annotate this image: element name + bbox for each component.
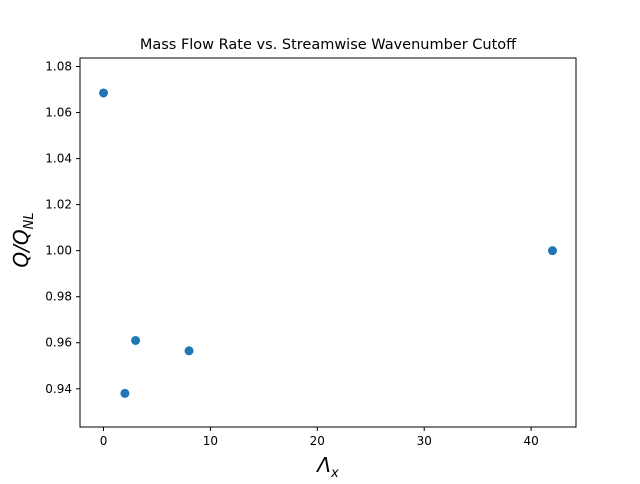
y-tick-label: 1.06 [45,106,72,120]
y-tick-label: 1.00 [45,244,72,258]
x-axis-label-main: Λ [315,453,331,477]
x-tick-label: 0 [100,434,108,448]
y-tick-label: 0.98 [45,290,72,304]
x-tick-label: 20 [310,434,325,448]
data-point [120,388,130,398]
x-tick-label: 40 [523,434,538,448]
x-axis-label-sub: x [330,466,339,480]
y-axis-label-main: Q/Q [9,229,33,267]
y-tick-label: 1.04 [45,152,72,166]
y-axis-label-sub: NL [22,212,37,229]
y-axis: 0.94 0.96 0.98 1.00 1.02 1.04 1.06 1.08 [45,60,80,396]
y-tick-label: 0.96 [45,336,72,350]
data-point [131,335,141,345]
y-tick-label: 1.08 [45,60,72,74]
y-tick-label: 1.02 [45,198,72,212]
x-axis-label: Λx [315,453,339,480]
plot-area [79,57,577,428]
x-tick-label: 10 [203,434,218,448]
chart-title: Mass Flow Rate vs. Streamwise Wavenumber… [140,37,517,53]
x-tick-label: 30 [417,434,432,448]
data-points [99,88,557,398]
y-axis-label: Q/QNL [9,212,37,267]
y-tick-label: 0.94 [45,382,72,396]
data-point [547,246,557,256]
data-point [184,346,194,356]
data-point [99,88,109,98]
plot-frame [79,57,577,428]
x-axis: 0 10 20 30 40 [100,427,539,448]
